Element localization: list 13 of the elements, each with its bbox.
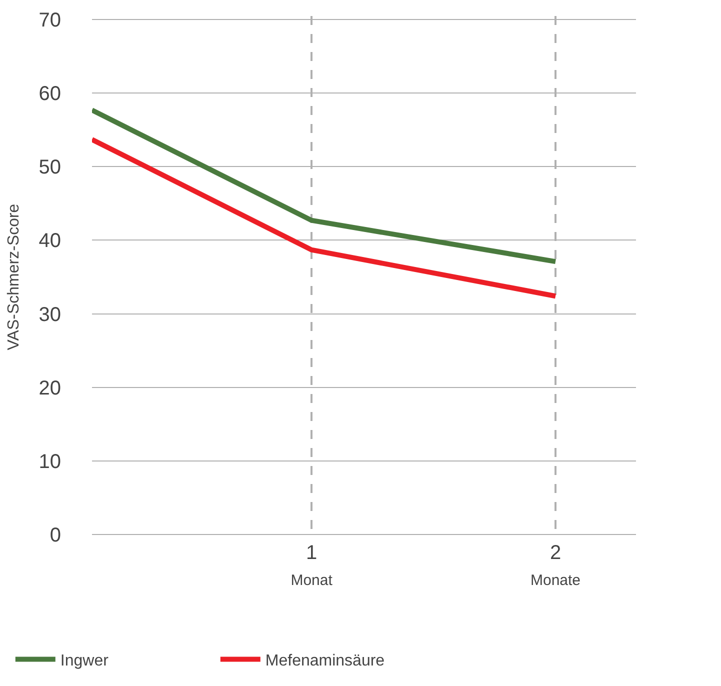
y-tick-label: 40 xyxy=(38,230,61,252)
y-tick-label: 10 xyxy=(38,450,61,473)
x-tick-label: 2 Monate xyxy=(530,542,581,589)
y-tick-label: 60 xyxy=(38,83,61,106)
y-tick-label: 0 xyxy=(50,524,61,546)
y-tick-label: 50 xyxy=(38,156,61,179)
x-tick-label: 1 Monat xyxy=(290,542,334,589)
y-tick-label: 30 xyxy=(38,304,61,326)
y-tick-label: 20 xyxy=(38,377,61,400)
y-tick-label: 70 xyxy=(38,10,61,32)
legend-label: Ingwer xyxy=(60,652,110,670)
y-axis-title: VAS-Schmerz-Score xyxy=(6,204,23,350)
legend-label: Mefenaminsäure xyxy=(265,652,385,670)
